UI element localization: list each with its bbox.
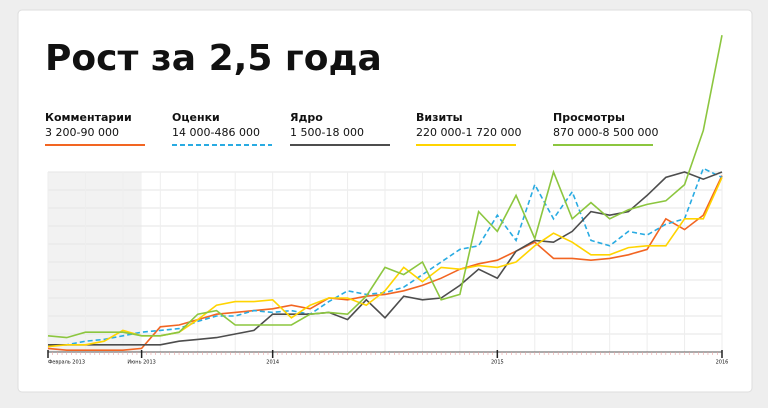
x-tick-label: 2016: [716, 360, 729, 366]
x-tick-label: Февраль 2013: [48, 360, 85, 366]
legend-range: 14 000-486 000: [172, 126, 260, 139]
legend-label: Оценки: [172, 111, 220, 124]
legend-label: Комментарии: [45, 111, 132, 124]
legend-label: Визиты: [416, 111, 463, 124]
x-tick-label: 2015: [491, 360, 504, 366]
legend-label: Просмотры: [553, 111, 625, 124]
series-line: [47, 35, 723, 339]
legend-range: 1 500-18 000: [290, 126, 364, 139]
series-line: [48, 167, 723, 346]
legend-range: 3 200-90 000: [45, 126, 119, 139]
legend-range: 870 000-8 500 000: [553, 126, 658, 139]
legend-label: Ядро: [290, 111, 323, 124]
x-tick-label: 2014: [266, 360, 279, 366]
series-line: [47, 175, 723, 351]
series-line: [48, 171, 723, 346]
x-tick-label: Июнь 2013: [127, 360, 155, 366]
legend-range: 220 000-1 720 000: [416, 126, 521, 139]
chart-title: Рост за 2,5 года: [45, 38, 382, 79]
